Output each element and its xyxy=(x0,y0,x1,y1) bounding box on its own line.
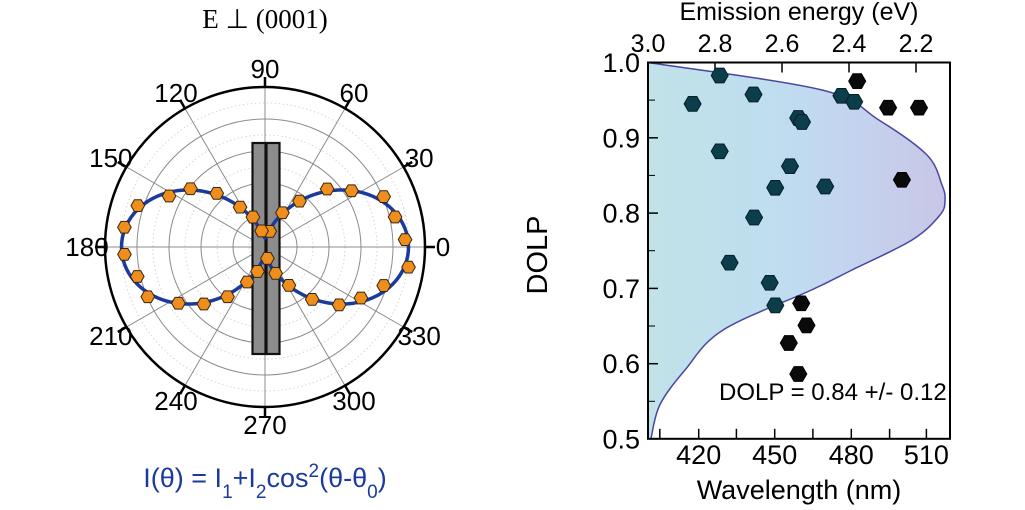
svg-text:2.4: 2.4 xyxy=(832,30,867,58)
svg-text:480: 480 xyxy=(829,440,874,470)
svg-text:150: 150 xyxy=(89,143,132,173)
svg-text:2.2: 2.2 xyxy=(899,30,934,58)
svg-text:180: 180 xyxy=(65,232,108,262)
svg-text:30: 30 xyxy=(405,143,434,173)
svg-text:90: 90 xyxy=(251,54,280,84)
svg-text:300: 300 xyxy=(332,386,375,416)
svg-text:270: 270 xyxy=(243,410,286,440)
svg-text:Emission energy (eV): Emission energy (eV) xyxy=(680,0,919,26)
svg-text:120: 120 xyxy=(154,78,197,108)
svg-text:510: 510 xyxy=(904,440,949,470)
svg-text:0.9: 0.9 xyxy=(602,123,640,153)
svg-text:E ⊥ (0001): E ⊥ (0001) xyxy=(202,4,328,34)
svg-text:240: 240 xyxy=(154,386,197,416)
svg-text:DOLP = 0.84 +/- 0.12: DOLP = 0.84 +/- 0.12 xyxy=(719,379,947,406)
svg-text:3.0: 3.0 xyxy=(631,30,666,58)
svg-text:DOLP: DOLP xyxy=(522,216,554,295)
svg-text:450: 450 xyxy=(752,440,797,470)
svg-text:60: 60 xyxy=(340,78,369,108)
svg-text:0: 0 xyxy=(436,232,450,262)
svg-text:210: 210 xyxy=(89,321,132,351)
svg-text:2.8: 2.8 xyxy=(698,30,733,58)
svg-text:330: 330 xyxy=(397,321,440,351)
svg-text:420: 420 xyxy=(676,440,721,470)
svg-text:2.6: 2.6 xyxy=(765,30,800,58)
svg-text:I(θ) = I1+I2cos2(θ-θ0): I(θ) = I1+I2cos2(θ-θ0) xyxy=(143,461,386,503)
svg-text:0.7: 0.7 xyxy=(602,274,640,304)
svg-text:0.5: 0.5 xyxy=(602,424,640,454)
svg-text:0.8: 0.8 xyxy=(602,199,640,229)
svg-text:Wavelength (nm): Wavelength (nm) xyxy=(697,475,902,505)
svg-text:0.6: 0.6 xyxy=(602,349,640,379)
